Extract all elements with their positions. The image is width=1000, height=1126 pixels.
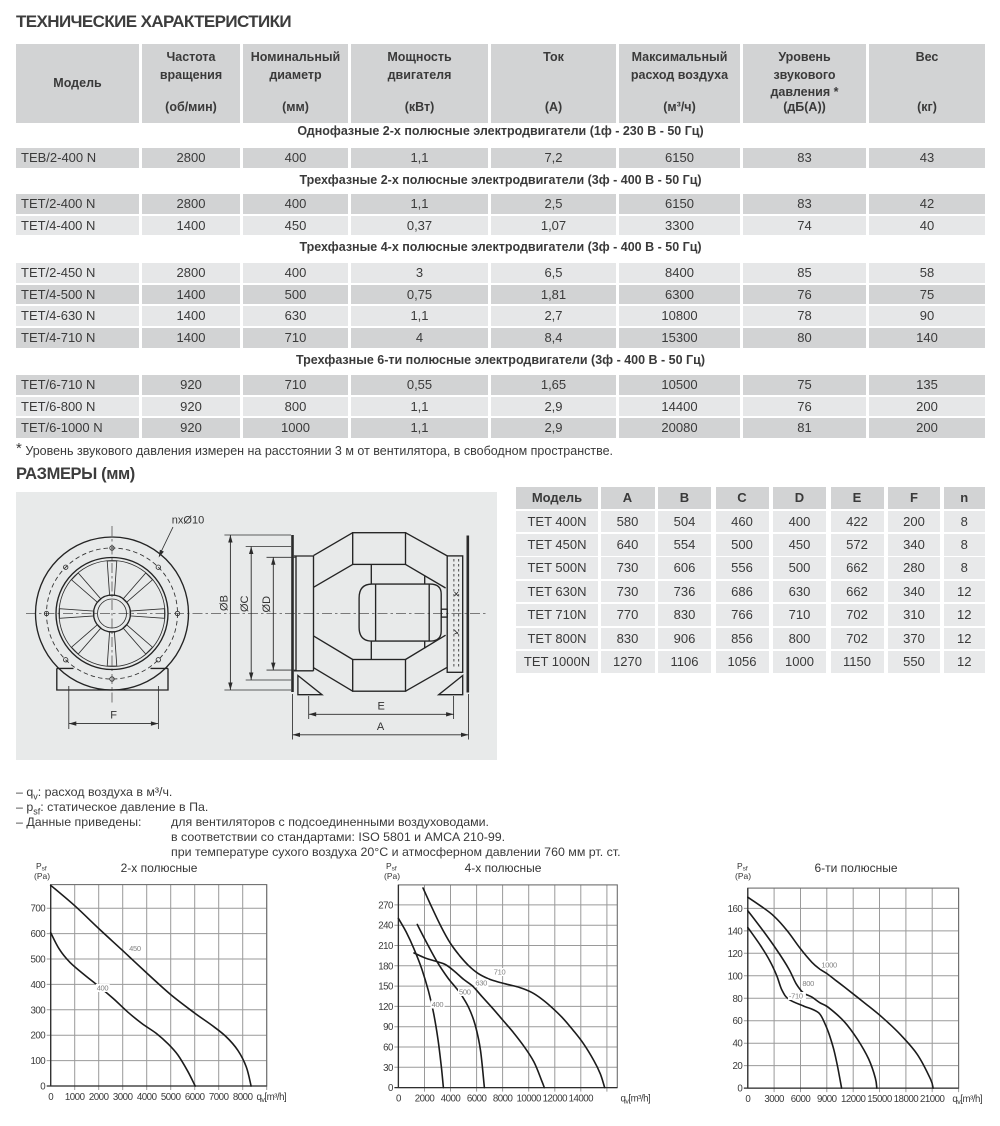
svg-text:0: 0 xyxy=(388,1083,394,1094)
svg-text:A: A xyxy=(377,721,385,733)
svg-text:30: 30 xyxy=(383,1063,394,1074)
svg-text:ØB: ØB xyxy=(218,595,230,611)
svg-text:(Pa): (Pa) xyxy=(34,871,50,881)
svg-text:400: 400 xyxy=(97,984,109,993)
svg-text:9000: 9000 xyxy=(817,1094,838,1105)
svg-text:100: 100 xyxy=(728,971,744,982)
svg-text:210: 210 xyxy=(378,941,394,952)
svg-text:qv[m³/h]: qv[m³/h] xyxy=(257,1092,287,1104)
svg-text:450: 450 xyxy=(129,944,141,953)
svg-text:3000: 3000 xyxy=(113,1092,134,1103)
svg-text:10000: 10000 xyxy=(516,1094,542,1105)
svg-text:710: 710 xyxy=(494,968,506,977)
svg-text:ØD: ØD xyxy=(261,596,273,613)
svg-text:0: 0 xyxy=(396,1094,402,1105)
svg-text:7000: 7000 xyxy=(209,1092,230,1103)
svg-text:60: 60 xyxy=(383,1043,394,1054)
svg-text:60: 60 xyxy=(733,1016,744,1027)
svg-text:630: 630 xyxy=(475,979,487,988)
svg-text:15000: 15000 xyxy=(867,1094,893,1105)
svg-text:qv[m³/h]: qv[m³/h] xyxy=(952,1094,982,1106)
svg-text:18000: 18000 xyxy=(894,1094,920,1105)
svg-text:300: 300 xyxy=(31,1005,47,1016)
svg-text:1000: 1000 xyxy=(65,1092,86,1103)
svg-text:100: 100 xyxy=(31,1056,47,1067)
svg-text:12000: 12000 xyxy=(543,1094,569,1105)
svg-text:4000: 4000 xyxy=(441,1094,462,1105)
svg-text:700: 700 xyxy=(31,904,47,915)
svg-text:6000: 6000 xyxy=(467,1094,488,1105)
svg-text:500: 500 xyxy=(459,988,471,997)
svg-text:4000: 4000 xyxy=(137,1092,158,1103)
svg-text:6000: 6000 xyxy=(791,1094,812,1105)
svg-text:6-ти полюсные: 6-ти полюсные xyxy=(814,861,897,875)
svg-text:400: 400 xyxy=(432,1000,444,1009)
svg-text:(Pa): (Pa) xyxy=(735,871,751,881)
svg-text:12000: 12000 xyxy=(841,1094,867,1105)
svg-text:600: 600 xyxy=(31,929,47,940)
svg-text:0: 0 xyxy=(48,1092,54,1103)
svg-text:180: 180 xyxy=(378,961,394,972)
svg-text:(Pa): (Pa) xyxy=(384,871,400,881)
svg-text:1000: 1000 xyxy=(821,961,837,970)
svg-text:F: F xyxy=(110,710,117,722)
svg-text:nxØ10: nxØ10 xyxy=(172,515,204,527)
svg-text:E: E xyxy=(377,700,384,712)
svg-text:21000: 21000 xyxy=(920,1094,946,1105)
svg-text:0: 0 xyxy=(745,1094,751,1105)
svg-text:400: 400 xyxy=(31,980,47,991)
svg-text:270: 270 xyxy=(378,900,394,911)
svg-text:240: 240 xyxy=(378,921,394,932)
svg-text:500: 500 xyxy=(31,955,47,966)
svg-text:2-х полюсные: 2-х полюсные xyxy=(121,861,198,875)
svg-text:Psf: Psf xyxy=(36,861,47,873)
svg-text:8000: 8000 xyxy=(233,1092,254,1103)
svg-text:6000: 6000 xyxy=(185,1092,206,1103)
svg-text:Psf: Psf xyxy=(737,861,748,873)
svg-text:20: 20 xyxy=(733,1061,744,1072)
svg-text:140: 140 xyxy=(728,926,744,937)
svg-text:Psf: Psf xyxy=(386,861,397,873)
svg-text:120: 120 xyxy=(378,1002,394,1013)
svg-text:4-х полюсные: 4-х полюсные xyxy=(465,861,542,875)
svg-text:90: 90 xyxy=(383,1022,394,1033)
svg-text:200: 200 xyxy=(31,1031,47,1042)
svg-text:qv[m³/h]: qv[m³/h] xyxy=(621,1094,651,1106)
svg-text:2000: 2000 xyxy=(415,1094,436,1105)
svg-text:120: 120 xyxy=(728,949,744,960)
svg-text:-710: -710 xyxy=(789,992,803,1001)
svg-text:150: 150 xyxy=(378,982,394,993)
svg-text:80: 80 xyxy=(733,994,744,1005)
svg-text:0: 0 xyxy=(40,1082,46,1093)
svg-text:160: 160 xyxy=(728,904,744,915)
svg-text:2000: 2000 xyxy=(89,1092,110,1103)
svg-text:ØC: ØC xyxy=(239,595,251,612)
svg-text:8000: 8000 xyxy=(493,1094,514,1105)
svg-text:14000: 14000 xyxy=(569,1094,595,1105)
svg-text:800: 800 xyxy=(802,979,814,988)
svg-text:5000: 5000 xyxy=(161,1092,182,1103)
svg-text:40: 40 xyxy=(733,1039,744,1050)
svg-text:0: 0 xyxy=(737,1084,743,1095)
svg-text:3000: 3000 xyxy=(764,1094,785,1105)
